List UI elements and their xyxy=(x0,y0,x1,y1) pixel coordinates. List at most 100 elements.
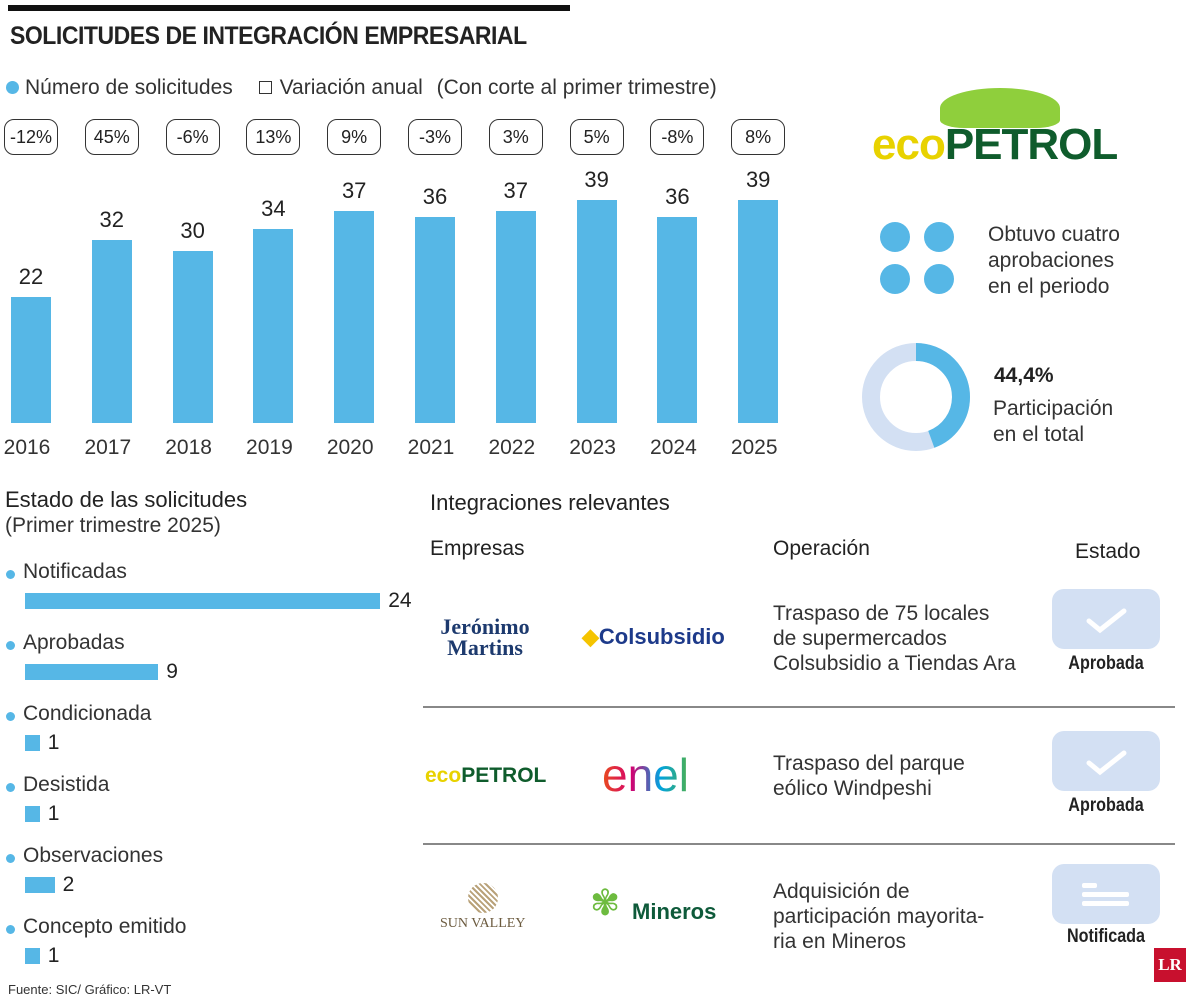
year-tick-label: 2022 xyxy=(488,436,536,459)
operation-line: de supermercados xyxy=(773,627,947,650)
donut-share xyxy=(862,343,970,451)
approval-dot-icon xyxy=(880,222,910,252)
ecopetrol-logo: ecoPETROL xyxy=(872,120,1118,169)
operation-line: ria en Mineros xyxy=(773,930,907,953)
variation-pill: 3% xyxy=(488,119,543,155)
year-tick-label: 2016 xyxy=(3,436,51,459)
hbar xyxy=(25,948,40,964)
bar xyxy=(334,211,375,423)
variation-square-icon xyxy=(258,81,272,94)
category-dot-icon xyxy=(6,570,15,579)
lr-brand-logo: LR xyxy=(1154,948,1186,982)
bar-value-label: 22 xyxy=(18,264,44,290)
bar-value-label: 39 xyxy=(584,166,609,192)
year-tick-label: 2018 xyxy=(165,436,212,459)
hbar xyxy=(25,664,159,680)
legend: Número de solicitudes Variación anual (C… xyxy=(6,76,717,100)
iguana-icon xyxy=(940,88,1060,128)
year-tick-label: 2020 xyxy=(326,436,374,459)
variation-pill: -8% xyxy=(650,119,705,155)
status-badge xyxy=(1052,589,1160,649)
header-status: Estado xyxy=(1075,540,1141,563)
legend-series: Número de solicitudes xyxy=(25,76,233,99)
jeronimo-martins-logo: Jerónimo Martins xyxy=(440,614,530,660)
category-label: Aprobadas xyxy=(23,631,125,654)
bar xyxy=(657,217,698,423)
category-dot-icon xyxy=(6,854,15,863)
year-tick-label: 2025 xyxy=(730,436,778,459)
category-label: Observaciones xyxy=(23,844,164,867)
hbar xyxy=(25,593,381,609)
operation-text: Adquisición de participación mayorita- r… xyxy=(773,879,984,954)
bar xyxy=(91,239,132,423)
category-dot-icon xyxy=(6,712,15,721)
sun-valley-mark-icon xyxy=(468,883,498,913)
approval-dot-icon xyxy=(924,222,954,252)
bar xyxy=(11,297,51,423)
sun-valley-logo: SUN VALLEY xyxy=(440,916,526,931)
variation-pill: 8% xyxy=(731,119,786,155)
approval-dot-icon xyxy=(880,264,910,294)
operation-text: Traspaso de 75 locales de supermercados … xyxy=(773,601,1016,676)
colsubsidio-name: Colsubsidio xyxy=(598,624,725,649)
hbar-value-label: 2 xyxy=(62,873,75,896)
category-label: Concepto emitido xyxy=(23,915,187,938)
hbar xyxy=(25,877,55,893)
category-dot-icon xyxy=(6,641,15,650)
approvals-line: Obtuvo cuatro xyxy=(988,223,1120,246)
year-tick-label: 2017 xyxy=(84,436,132,459)
status-label: Aprobada xyxy=(1068,653,1144,674)
status-title: Estado de las solicitudes xyxy=(5,487,248,512)
operation-line: Traspaso de 75 locales xyxy=(773,602,990,625)
bar-value-label: 34 xyxy=(261,195,286,221)
operation-line: eólico Windpeshi xyxy=(773,777,932,800)
operation-text: Traspaso del parque eólico Windpeshi xyxy=(773,751,965,801)
share-donut xyxy=(862,343,970,451)
bar-value-label: 30 xyxy=(180,218,205,244)
year-tick-label: 2019 xyxy=(246,436,293,459)
hbar-value-label: 24 xyxy=(388,589,412,612)
approvals-line: aprobaciones xyxy=(988,249,1115,272)
approval-dot-icon xyxy=(924,264,954,294)
bar-value-label: 37 xyxy=(503,178,529,204)
bar xyxy=(576,199,617,423)
share-value: 44,4% xyxy=(994,364,1054,387)
operation-line: Traspaso del parque xyxy=(773,752,965,775)
page-title: SOLICITUDES DE INTEGRACIÓN EMPRESARIAL xyxy=(10,22,527,50)
header-companies: Empresas xyxy=(430,537,525,560)
bar xyxy=(253,228,294,423)
hbar-value-label: 9 xyxy=(166,660,178,683)
status-label: Aprobada xyxy=(1068,795,1144,816)
operation-line: participación mayorita- xyxy=(773,905,985,928)
approvals-text: Obtuvo cuatro aprobaciones en el periodo xyxy=(988,222,1120,300)
row-divider xyxy=(423,706,1175,708)
variation-pill: -3% xyxy=(408,119,462,155)
bar-value-label: 36 xyxy=(665,184,690,210)
variation-pill: -6% xyxy=(165,119,220,155)
colsubsidio-mark-icon: ◆ xyxy=(582,624,599,649)
status-badge xyxy=(1052,864,1160,924)
bar xyxy=(172,251,213,423)
category-label: Notificadas xyxy=(23,560,127,583)
variation-pill: 9% xyxy=(327,119,382,155)
header-operation: Operación xyxy=(773,537,870,560)
share-line: Participación xyxy=(993,397,1114,420)
status-badge xyxy=(1052,731,1160,791)
mineros-logo: Mineros xyxy=(632,899,717,924)
status-subtitle: (Primer trimestre 2025) xyxy=(5,514,221,537)
legend-note: (Con corte al primer trimestre) xyxy=(436,76,717,99)
bar xyxy=(495,211,536,423)
share-line: en el total xyxy=(993,423,1085,446)
status-label: Notificada xyxy=(1066,926,1146,947)
hbar-value-label: 1 xyxy=(47,802,60,825)
enel-logo: enel xyxy=(602,749,689,801)
approvals-dots xyxy=(880,222,956,296)
variation-pill: 45% xyxy=(84,119,139,155)
bar-value-label: 39 xyxy=(745,166,771,192)
bar xyxy=(738,199,779,423)
bar-value-label: 36 xyxy=(422,184,448,210)
hbar-value-label: 1 xyxy=(47,731,60,754)
variation-pill: -12% xyxy=(4,119,58,155)
share-text: Participación en el total xyxy=(993,396,1113,448)
